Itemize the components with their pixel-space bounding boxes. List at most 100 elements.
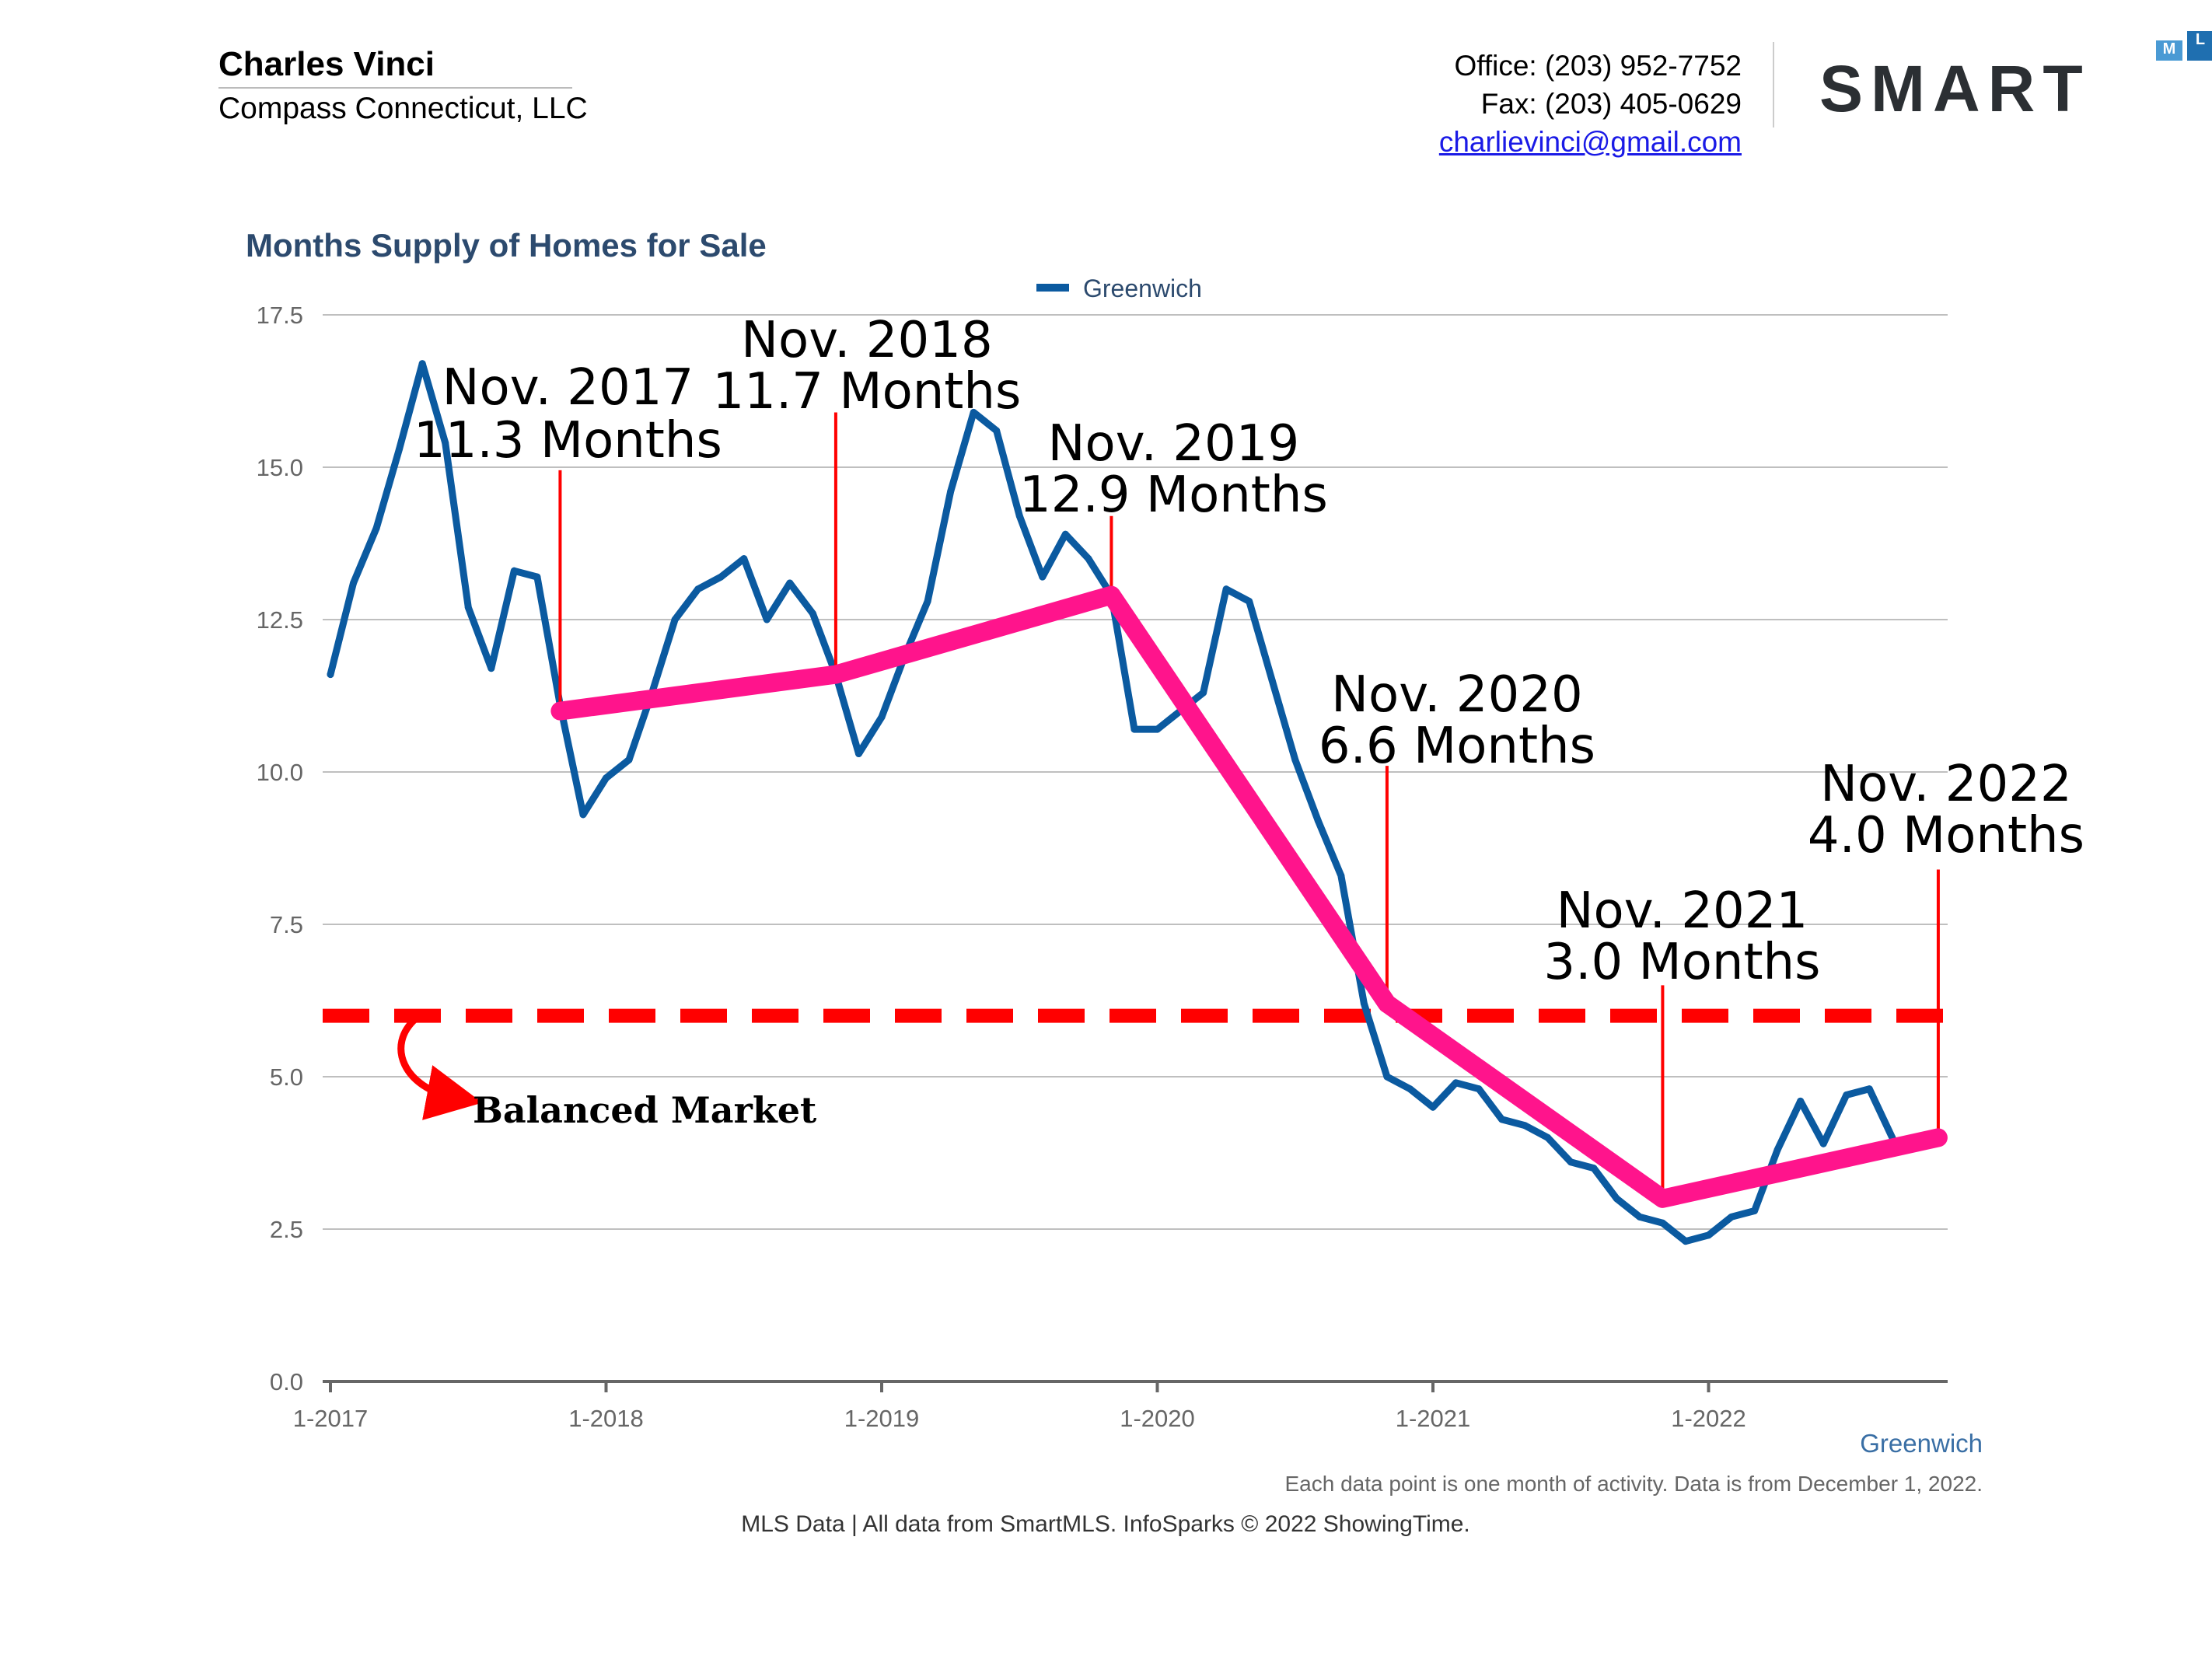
data-point: [1154, 725, 1161, 733]
data-point: [1613, 1195, 1620, 1203]
data-point: [1544, 1133, 1552, 1141]
y-tick-label: 0.0: [270, 1368, 303, 1395]
data-point: [1705, 1231, 1712, 1239]
data-point: [970, 408, 977, 416]
chart-title: Months Supply of Homes for Sale: [246, 227, 767, 264]
annotation-label-date: Nov. 2021: [1557, 882, 1808, 940]
data-point: [1682, 1238, 1690, 1245]
data-point: [510, 567, 518, 575]
logo-bar-l: L: [2187, 31, 2212, 61]
data-point: [603, 774, 610, 782]
y-tick-label: 17.5: [257, 302, 303, 329]
data-point: [1314, 817, 1322, 825]
data-point: [1865, 1085, 1873, 1093]
data-point: [1590, 1165, 1598, 1172]
y-tick-label: 2.5: [270, 1216, 303, 1243]
logo-bar-m: M: [2156, 40, 2182, 61]
data-point: [1268, 676, 1276, 684]
data-point: [1475, 1085, 1483, 1093]
data-point: [1728, 1213, 1735, 1221]
data-point: [1429, 1103, 1437, 1111]
annotation-label-value: 3.0 Months: [1543, 934, 1820, 991]
annotation-label-value: 11.7 Months: [713, 363, 1022, 421]
data-point: [1658, 1219, 1666, 1227]
data-point: [487, 665, 495, 672]
email-link[interactable]: charlievinci@gmail.com: [1438, 126, 1742, 158]
x-tick-label: 1-2020: [1120, 1405, 1195, 1432]
x-tick-label: 1-2017: [293, 1405, 369, 1432]
data-point: [1406, 1085, 1414, 1093]
agent-company: Compass Connecticut, LLC: [218, 92, 588, 125]
data-point: [1751, 1207, 1759, 1214]
x-tick-label: 1-2019: [844, 1405, 920, 1432]
y-tick-label: 7.5: [270, 911, 303, 938]
annotation-label-value: 4.0 Months: [1808, 807, 2084, 864]
data-point: [625, 756, 633, 763]
data-point: [809, 609, 816, 617]
x-tick-label: 1-2018: [568, 1405, 644, 1432]
data-point: [1521, 1122, 1529, 1130]
data-point: [1452, 1079, 1460, 1087]
data-point: [418, 360, 426, 368]
legend: Greenwich: [1036, 274, 1202, 302]
data-point: [1291, 756, 1299, 763]
annotation-label-value: 6.6 Months: [1319, 718, 1595, 775]
data-point: [1337, 871, 1345, 879]
data-point: [1797, 1097, 1805, 1105]
data-point: [533, 573, 541, 581]
data-point: [878, 713, 886, 721]
data-point: [1246, 597, 1253, 605]
data-point: [1498, 1116, 1506, 1123]
data-point: [464, 603, 472, 611]
greenwich-data-points: [327, 360, 1896, 1245]
fax-number: Fax: (203) 405-0629: [1480, 88, 1742, 120]
logo-text: SMART: [1819, 52, 2091, 125]
y-tick-label: 5.0: [270, 1064, 303, 1091]
contact-block: Office: (203) 952-7752 Fax: (203) 405-06…: [1439, 47, 1742, 161]
data-point: [1015, 512, 1023, 520]
y-tick-label: 15.0: [257, 454, 303, 481]
data-point: [1039, 573, 1047, 581]
x-axis-caption: Greenwich: [1860, 1429, 1983, 1458]
annotation-label-date: Nov. 2017: [442, 359, 694, 417]
y-tick-label: 10.0: [257, 759, 303, 786]
data-point: [1061, 530, 1069, 538]
data-point: [854, 749, 862, 757]
x-tick-label: 1-2021: [1396, 1405, 1471, 1432]
data-point: [396, 445, 404, 452]
data-point: [1130, 725, 1138, 733]
data-point: [993, 427, 1001, 435]
data-note: Each data point is one month of activity…: [1285, 1472, 1983, 1496]
data-point: [763, 616, 771, 623]
data-point: [1567, 1158, 1574, 1166]
data-point: [327, 671, 334, 679]
data-point: [1222, 585, 1230, 593]
header-divider: [1773, 42, 1774, 127]
annotation-label-date: Nov. 2020: [1331, 666, 1583, 724]
data-point: [1636, 1213, 1644, 1221]
data-point: [442, 439, 449, 447]
annotation-label-date: Nov. 2022: [1820, 756, 2072, 813]
data-point: [671, 616, 679, 623]
data-point: [1085, 555, 1092, 563]
annotation-label-date: Nov. 2019: [1048, 415, 1300, 473]
data-point: [740, 555, 748, 563]
footer-credit: MLS Data | All data from SmartMLS. InfoS…: [741, 1511, 1470, 1537]
data-point: [786, 579, 794, 587]
annotation-label-value: 12.9 Months: [1019, 466, 1328, 524]
data-point: [350, 579, 358, 587]
x-tick-label: 1-2022: [1671, 1405, 1746, 1432]
legend-swatch: [1036, 284, 1069, 292]
y-tick-label: 12.5: [257, 606, 303, 634]
legend-label: Greenwich: [1083, 274, 1202, 302]
data-point: [1819, 1140, 1827, 1147]
agent-divider: [218, 87, 572, 89]
data-point: [372, 524, 380, 532]
balanced-market-arrow: [397, 1015, 483, 1120]
office-phone: Office: (203) 952-7752: [1454, 50, 1742, 82]
data-point: [1843, 1091, 1850, 1099]
data-point: [947, 487, 955, 495]
data-point: [694, 585, 702, 593]
